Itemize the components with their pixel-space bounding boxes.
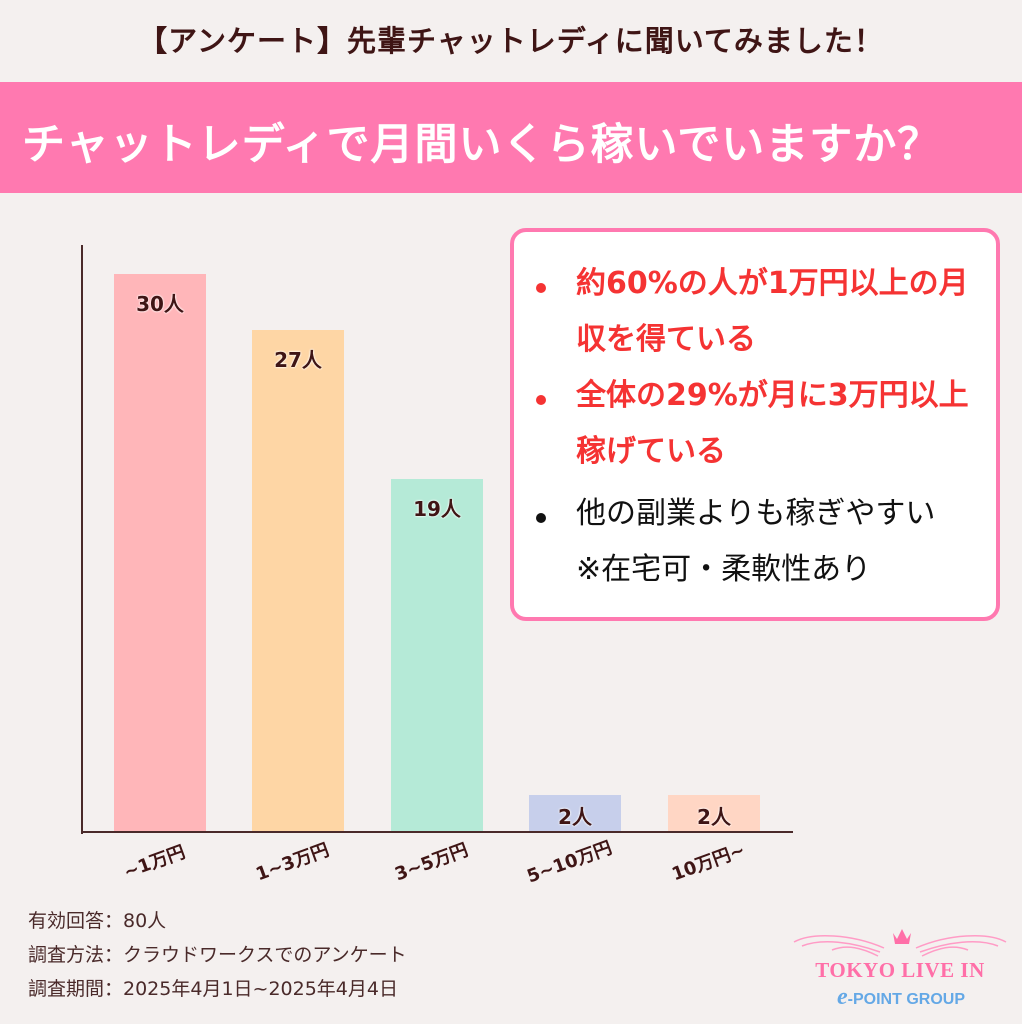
- bullet-dot-icon: [536, 486, 556, 542]
- left-swirl-icon: [793, 935, 885, 957]
- bar-over-10man: 2人: [668, 795, 760, 832]
- bar-value-label: 19人: [413, 497, 461, 521]
- crown-icon: [893, 929, 911, 944]
- summary-text: 他の副業よりも稼ぎやすい ※在宅可・柔軟性あり: [576, 496, 966, 587]
- brand-logo: TOKYO LIVE IN e-POINT GROUP: [792, 922, 1008, 1012]
- y-axis-line: [81, 245, 83, 834]
- summary-bullet: 他の副業よりも稼ぎやすい ※在宅可・柔軟性あり: [536, 486, 976, 598]
- category-label: 3~5万円: [392, 839, 471, 886]
- summary-bullet: 全体の29%が月に3万円以上稼げている: [536, 368, 976, 480]
- logo-name: TOKYO LIVE IN: [815, 958, 985, 982]
- category-label: 1~3万円: [253, 839, 332, 886]
- bar-1-3man: 27人: [252, 330, 344, 832]
- bar-3-5man: 19人: [391, 479, 483, 832]
- question-banner: チャットレディで月間いくら稼いでいますか？: [0, 82, 1022, 193]
- page-title: 【アンケート】先輩チャットレディに聞いてみました！: [138, 24, 884, 58]
- category-label: ~1万円: [121, 841, 188, 884]
- bar-value-label: 2人: [558, 805, 592, 829]
- summary-bullet: 約60%の人が1万円以上の月収を得ている: [536, 256, 976, 368]
- logo-group-text: -POINT GROUP: [847, 991, 965, 1008]
- responses-count: 有効回答：80人: [28, 910, 167, 932]
- summary-box: 約60%の人が1万円以上の月収を得ている 全体の29%が月に3万円以上稼げている…: [510, 228, 1000, 621]
- bar-value-label: 27人: [274, 348, 322, 372]
- bar-5-10man: 2人: [529, 795, 621, 832]
- bar-value-label: 30人: [136, 292, 184, 316]
- survey-notes: 有効回答：80人 調査方法：クラウドワークスでのアンケート 調査期間：2025年…: [28, 904, 407, 1006]
- x-axis-line: [81, 831, 793, 833]
- summary-text: 全体の29%が月に3万円以上稼げている: [576, 378, 969, 469]
- summary-text: 約60%の人が1万円以上の月収を得ている: [576, 266, 969, 357]
- survey-method: 調査方法：クラウドワークスでのアンケート: [28, 944, 407, 966]
- category-label: 5~10万円: [524, 837, 615, 888]
- logo-e-mark: e: [837, 984, 848, 1010]
- bullet-dot-icon: [536, 256, 556, 312]
- bar-under-1man: 30人: [114, 274, 206, 832]
- question-text: チャットレディで月間いくら稼いでいますか？: [22, 120, 942, 170]
- survey-period: 調査期間：2025年4月1日~2025年4月4日: [28, 978, 398, 1000]
- logo-group: e-POINT GROUP: [806, 984, 996, 1011]
- category-label: 10万円~: [669, 839, 748, 886]
- bullet-dot-icon: [536, 368, 556, 424]
- bar-value-label: 2人: [697, 805, 731, 829]
- right-swirl-icon: [915, 935, 1007, 957]
